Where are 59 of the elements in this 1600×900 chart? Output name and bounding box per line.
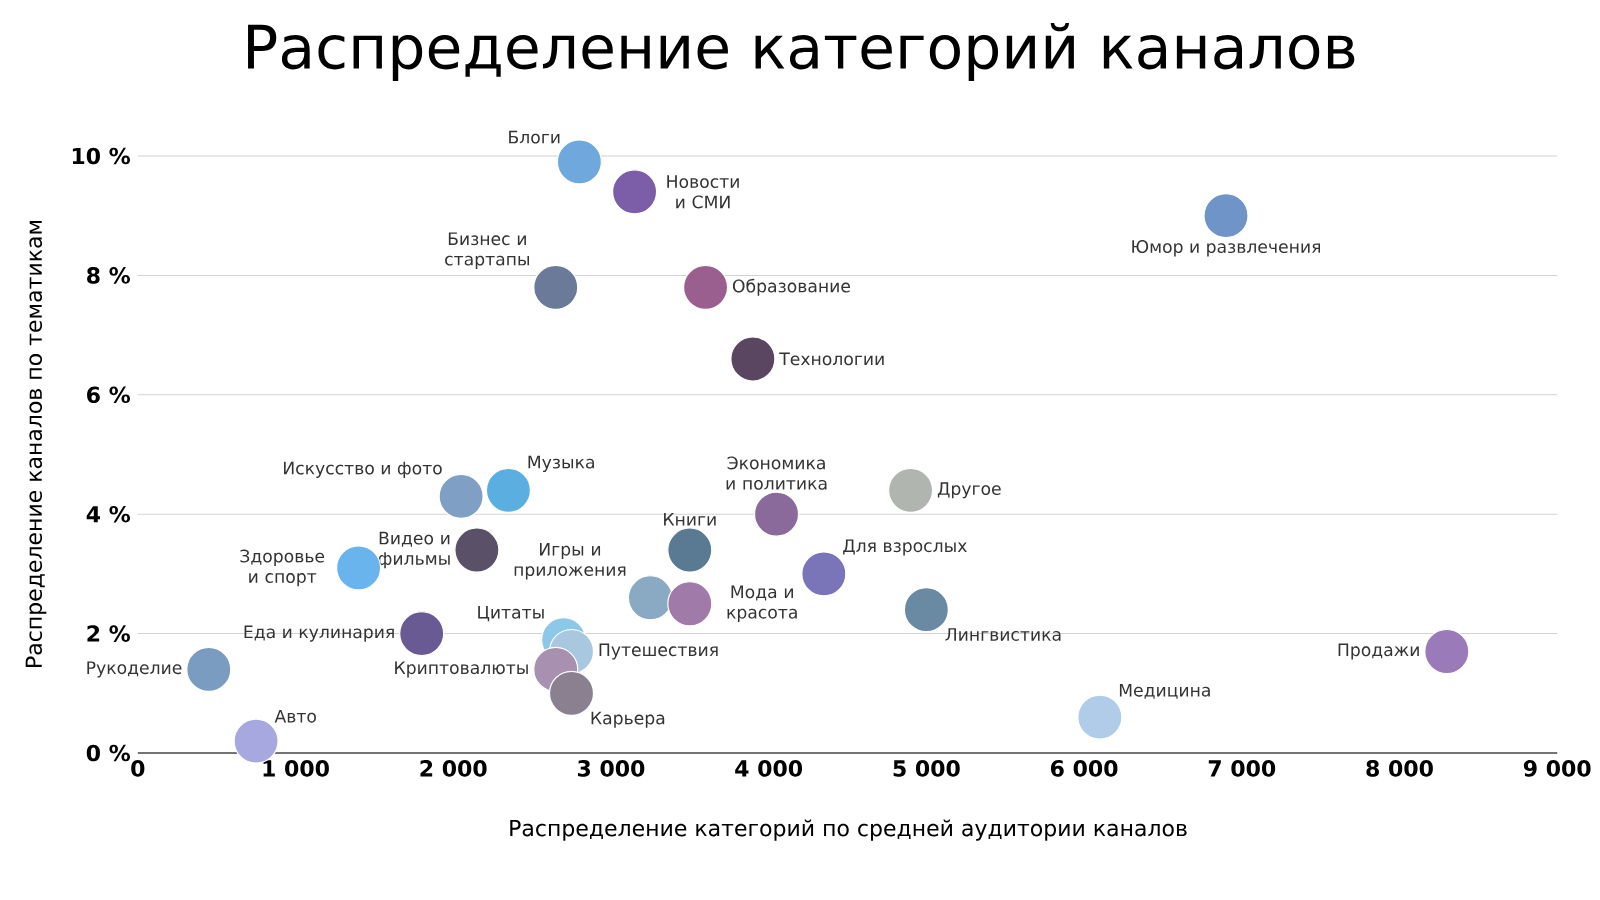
point	[667, 527, 713, 573]
point	[887, 467, 934, 513]
series-label: Игры и приложения	[514, 542, 626, 580]
series-label: Для взрослых	[843, 539, 967, 556]
point	[454, 527, 500, 573]
series-label: Другое	[937, 482, 1001, 499]
x-tick-label: 3 000	[577, 760, 645, 777]
x-tick-label: 4 000	[735, 760, 803, 777]
chart-title: Распределение категорий каналов	[248, 22, 1355, 82]
series-label: Искусство и фото	[284, 461, 442, 478]
series-label: Криптовалюты	[395, 661, 528, 678]
point	[753, 491, 800, 537]
series-label: Путешествия	[599, 643, 718, 660]
point	[533, 264, 579, 310]
series-label: Авто	[274, 709, 316, 723]
series-label: Экономика и политика	[726, 456, 827, 490]
x-tick-label: 1 000	[263, 760, 329, 777]
point	[682, 264, 729, 310]
point	[186, 646, 232, 693]
point	[1203, 193, 1249, 239]
x-tick-label: 9 000	[1523, 760, 1591, 777]
point	[730, 336, 776, 382]
series-label: Новости и СМИ	[667, 175, 739, 209]
x-tick-label: 2 000	[420, 760, 487, 777]
point	[1424, 628, 1470, 675]
y-tick-label: 6 %	[87, 386, 131, 404]
series-label: Еда и кулинария	[244, 625, 394, 642]
series-label: Продажи	[1338, 643, 1419, 660]
y-tick-label: 10 %	[72, 147, 131, 165]
series-label: Мода и красота	[727, 585, 797, 622]
series-label: Юмор и развлечения	[1132, 240, 1320, 257]
series-label: Музыка	[528, 455, 594, 472]
series-label: Рукоделие	[87, 661, 182, 678]
series-label: Образование	[732, 278, 851, 296]
x-tick-label: 0	[131, 760, 145, 777]
series-label: Здоровье и спорт	[240, 549, 325, 587]
series-label: Книги	[664, 513, 716, 526]
y-axis-title: Распределение каналов по тематикам	[25, 220, 47, 667]
x-tick-label: 5 000	[893, 760, 960, 777]
series-label: Карьера	[591, 711, 665, 728]
x-tick-label: 6 000	[1050, 760, 1118, 777]
series-label: Технологии	[779, 352, 884, 366]
x-axis-title: Распределение категорий по средней аудитории каналов	[510, 819, 1187, 841]
series-label: Цитаты	[478, 605, 544, 622]
point	[612, 169, 658, 215]
point	[399, 611, 445, 657]
series-label: Медицина	[1119, 683, 1210, 699]
series-label: Бизнес и стартапы	[445, 232, 529, 269]
series-label: Видео и фильмы	[378, 531, 450, 569]
y-tick-label: 0 %	[86, 744, 131, 762]
y-tick-label: 2 %	[87, 625, 131, 642]
y-tick-label: 4 %	[86, 505, 131, 523]
series-label: Лингвистика	[945, 628, 1061, 641]
point	[627, 575, 673, 621]
y-tick-label: 8 %	[87, 267, 131, 284]
series-label: Блоги	[509, 130, 560, 144]
point	[667, 581, 713, 627]
x-tick-label: 7 000	[1208, 760, 1276, 777]
x-tick-label: 8 000	[1366, 760, 1433, 777]
